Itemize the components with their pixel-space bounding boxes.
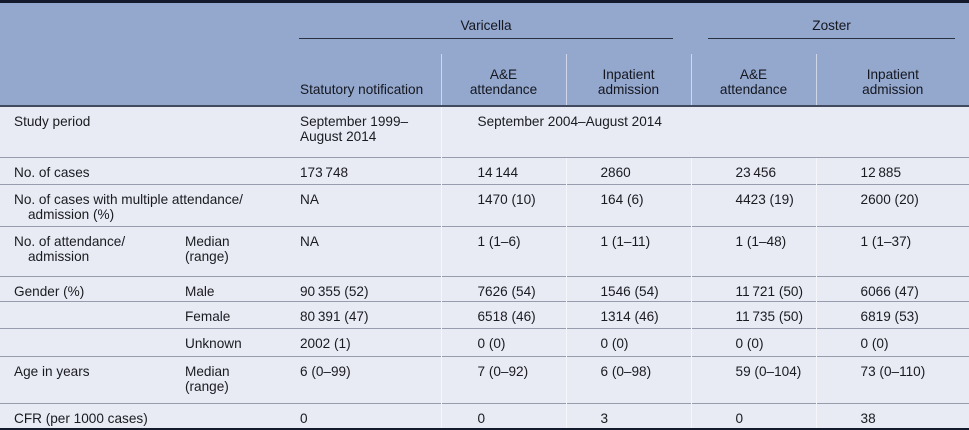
table-row-cfr: CFR (per 1000 cases) 0 0 3 0 38	[0, 402, 969, 428]
cell: 11 735 (50)	[690, 300, 817, 328]
column-header-statutory-notification: Statutory notification	[290, 54, 441, 107]
cell-statutory: September 1999– August 2014	[290, 106, 441, 157]
cell: 23 456	[690, 156, 817, 184]
table-row-multiple-attendance: No. of cases with multiple attendance/ a…	[0, 183, 969, 226]
row-sublabel: Median (range)	[180, 355, 290, 403]
cell: 2002 (1)	[290, 327, 441, 356]
cell: 7 (0–92)	[440, 355, 566, 403]
cell: 1 (1–11)	[565, 225, 692, 276]
row-label: Age in years	[0, 355, 180, 403]
table-header: Varicella Zoster Statutory notification …	[0, 3, 969, 107]
column-header-empty	[180, 54, 290, 107]
cell: NA	[290, 183, 441, 226]
group-header-varicella: Varicella	[290, 3, 692, 54]
cell: 0 (0)	[440, 327, 566, 356]
varicella-zoster-summary-table: Varicella Zoster Statutory notification …	[0, 3, 969, 428]
group-label-varicella: Varicella	[460, 18, 512, 33]
table-row-no-of-cases: No. of cases 173 748 14 144 2860 23 456 …	[0, 156, 969, 184]
group-header-zoster: Zoster	[691, 3, 969, 54]
cell: 1 (1–37)	[815, 225, 969, 276]
column-header-ae-attendance-varicella: A&E attendance	[440, 54, 566, 107]
cell: 164 (6)	[565, 183, 692, 226]
row-label: No. of cases	[0, 156, 290, 184]
table-body: Study period September 1999– August 2014…	[0, 106, 969, 428]
cell-merged-study-period: September 2004–August 2014	[440, 106, 969, 157]
cell: 0	[440, 402, 566, 428]
cell: 0 (0)	[815, 327, 969, 356]
column-header-empty	[0, 54, 180, 107]
cell: 1 (1–6)	[440, 225, 566, 276]
cell: 0	[690, 402, 817, 428]
row-label: No. of attendance/ admission	[0, 225, 180, 276]
cell: 0 (0)	[690, 327, 817, 356]
cell: 0	[290, 402, 441, 428]
table-row-gender-unknown: Unknown 2002 (1) 0 (0) 0 (0) 0 (0) 0 (0)	[0, 327, 969, 356]
row-label: Study period	[0, 106, 290, 157]
table-row-age-in-years: Age in years Median (range) 6 (0–99) 7 (…	[0, 355, 969, 403]
table-row-gender-male: Gender (%) Male 90 355 (52) 7626 (54) 15…	[0, 275, 969, 301]
cell: 3	[565, 402, 692, 428]
cell: 2860	[565, 156, 692, 184]
column-header-ae-attendance-zoster: A&E attendance	[690, 54, 817, 107]
cell: 14 144	[440, 156, 566, 184]
cell: 6 (0–98)	[565, 355, 692, 403]
group-label-zoster: Zoster	[812, 18, 851, 33]
table-row-study-period: Study period September 1999– August 2014…	[0, 106, 969, 157]
cell: 1 (1–48)	[690, 225, 817, 276]
table-row-gender-female: Female 80 391 (47) 6518 (46) 1314 (46) 1…	[0, 300, 969, 328]
cell: 38	[815, 402, 969, 428]
cell: 7626 (54)	[440, 275, 566, 301]
row-label	[0, 300, 180, 328]
cell: 90 355 (52)	[290, 275, 441, 301]
group-header-row: Varicella Zoster	[0, 3, 969, 54]
row-label: Gender (%)	[0, 275, 180, 301]
cell: 6066 (47)	[815, 275, 969, 301]
row-sublabel: Median (range)	[180, 225, 290, 276]
row-label	[0, 327, 180, 356]
cell: 2600 (20)	[815, 183, 969, 226]
cell: 1470 (10)	[440, 183, 566, 226]
cell: 11 721 (50)	[690, 275, 817, 301]
cell: 173 748	[290, 156, 441, 184]
cell: 12 885	[815, 156, 969, 184]
cell: 1314 (46)	[565, 300, 692, 328]
row-label: No. of cases with multiple attendance/ a…	[0, 183, 290, 226]
group-header-spacer	[0, 3, 290, 54]
column-header-inpatient-admission-zoster: Inpatient admission	[815, 54, 969, 107]
cell: 1546 (54)	[565, 275, 692, 301]
cell: 73 (0–110)	[815, 355, 969, 403]
cell: 6518 (46)	[440, 300, 566, 328]
table-row-no-of-attendance: No. of attendance/ admission Median (ran…	[0, 225, 969, 276]
row-sublabel: Male	[180, 275, 290, 301]
cell: 6819 (53)	[815, 300, 969, 328]
row-sublabel: Female	[180, 300, 290, 328]
cell: 4423 (19)	[690, 183, 817, 226]
row-label: CFR (per 1000 cases)	[0, 402, 290, 428]
row-sublabel: Unknown	[180, 327, 290, 356]
cell: 80 391 (47)	[290, 300, 441, 328]
cell: 59 (0–104)	[690, 355, 817, 403]
column-header-inpatient-admission-varicella: Inpatient admission	[565, 54, 692, 107]
cell: 6 (0–99)	[290, 355, 441, 403]
cell: NA	[290, 225, 441, 276]
cell: 0 (0)	[565, 327, 692, 356]
column-header-row: Statutory notification A&E attendance In…	[0, 54, 969, 107]
